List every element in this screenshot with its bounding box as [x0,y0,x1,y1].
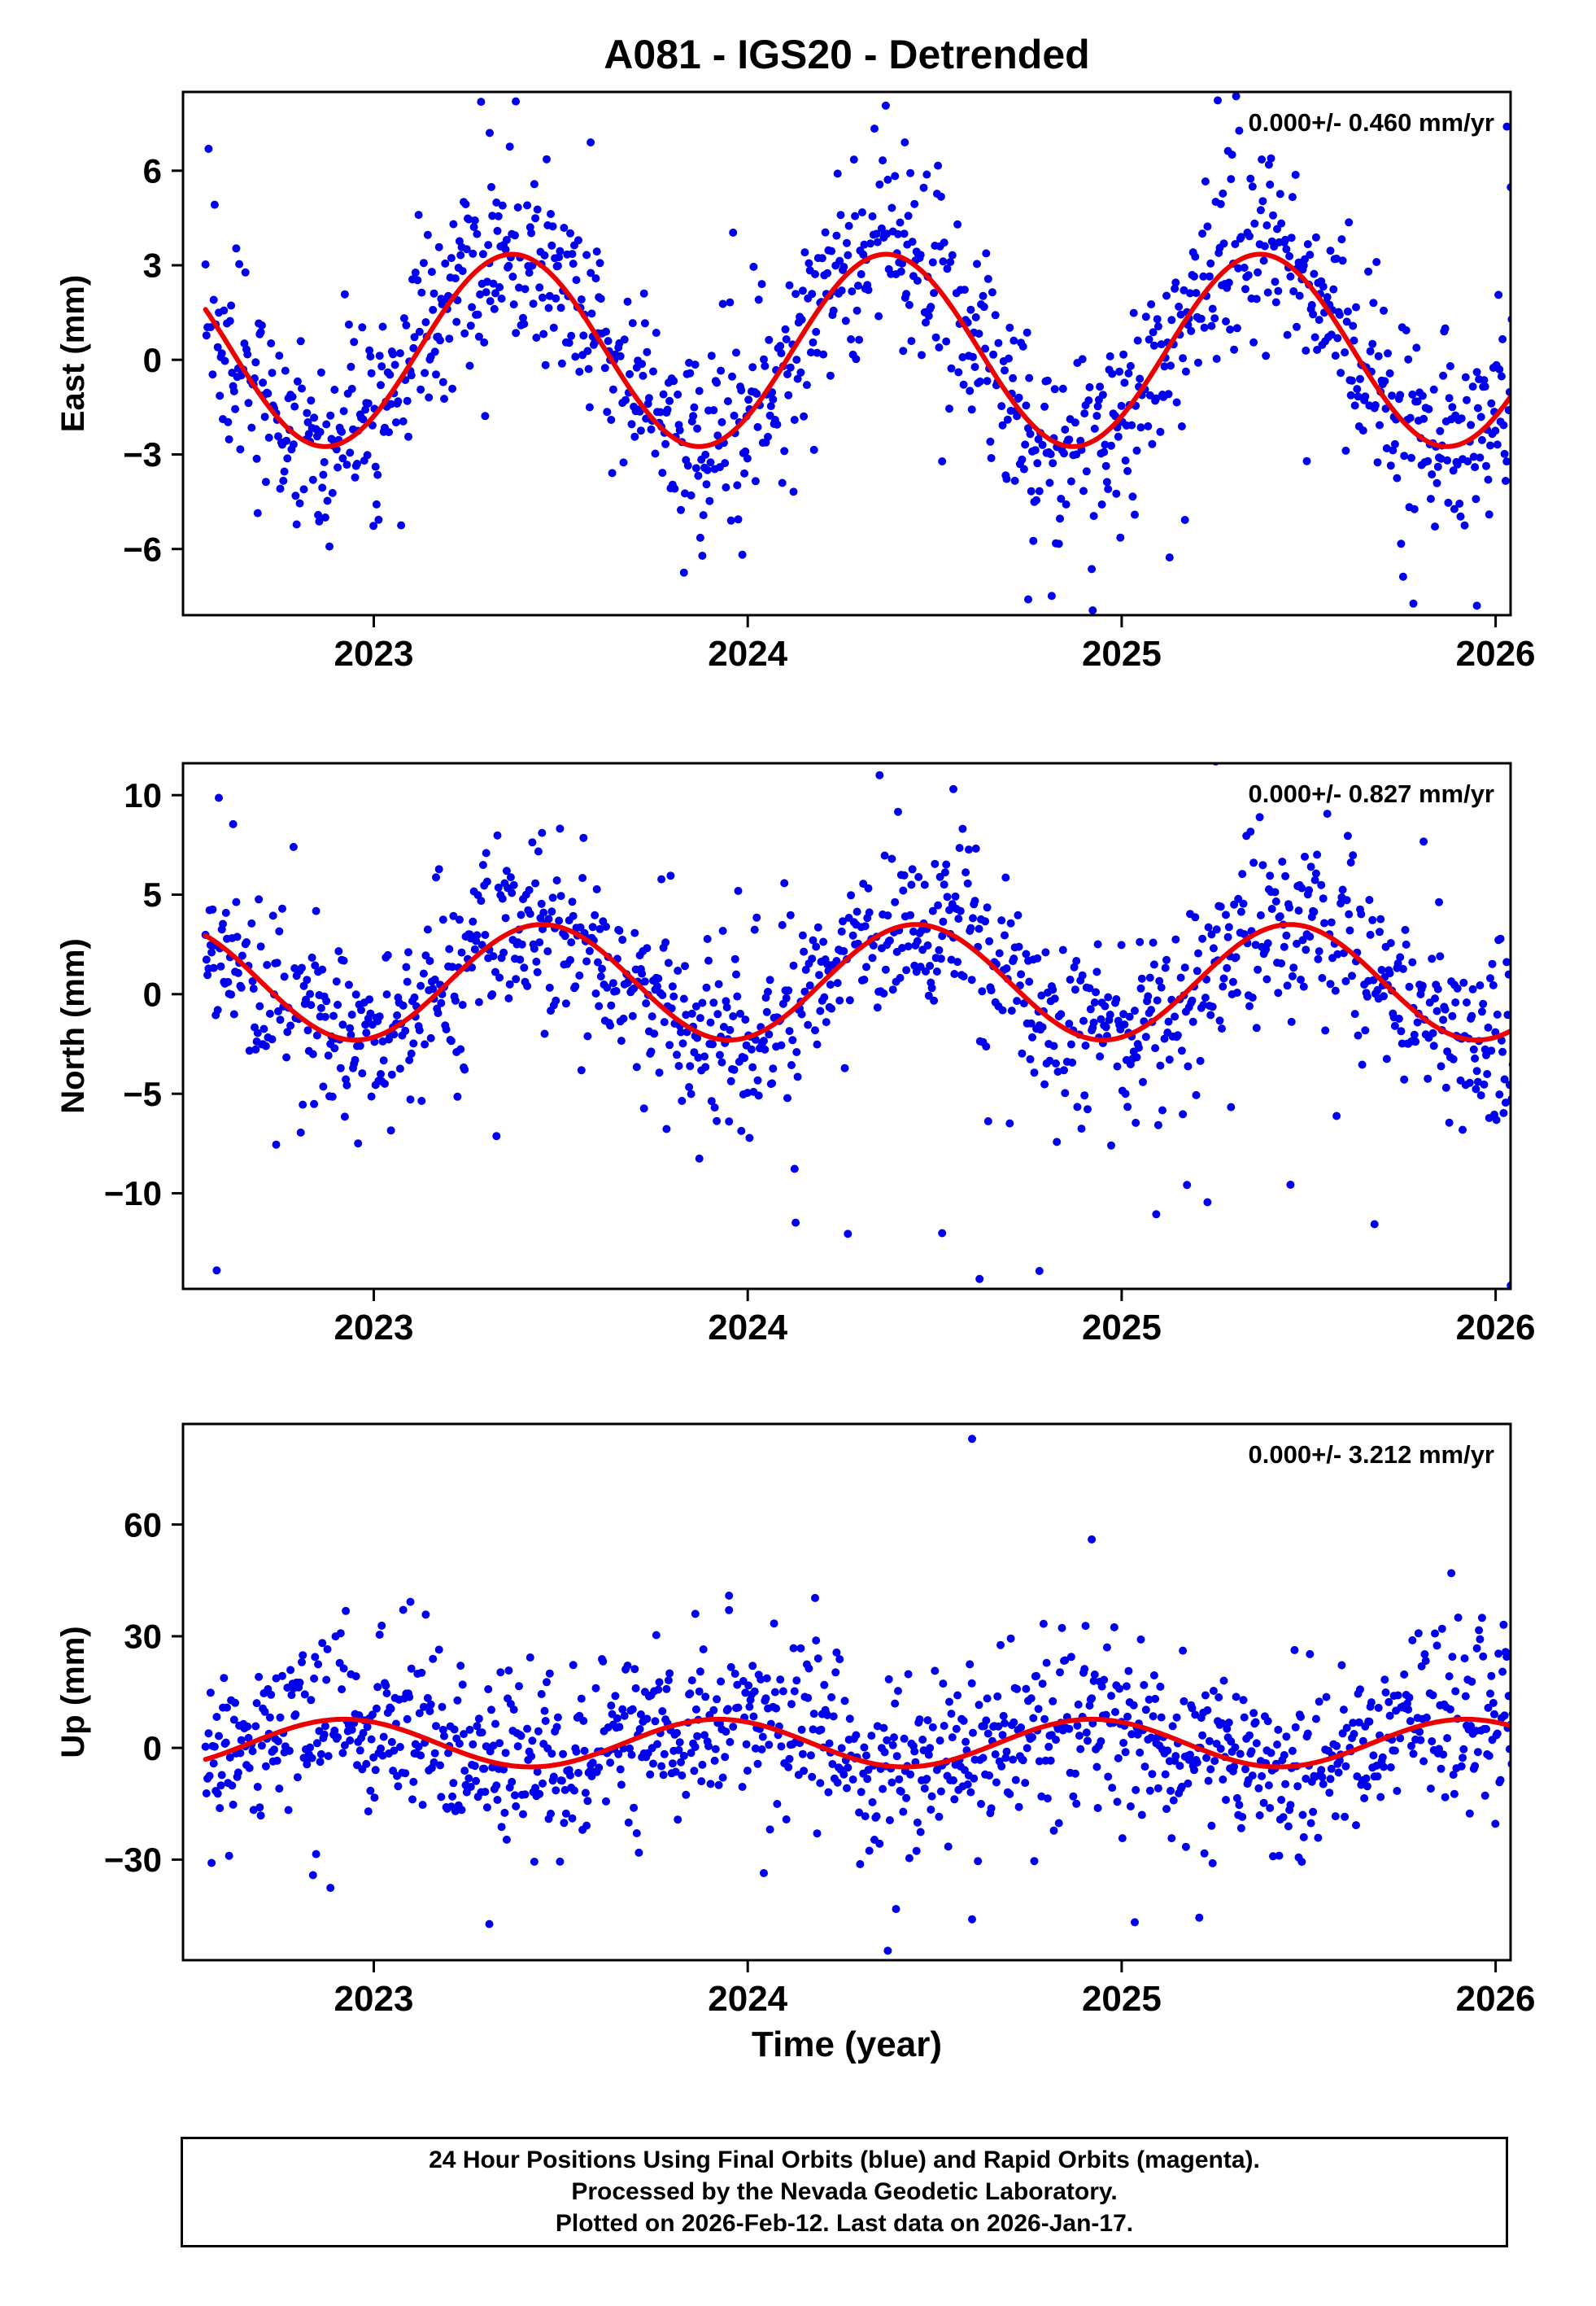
seasonal-model-curve-2 [203,1716,1511,1770]
x-tick-label: 2026 [1456,1308,1536,1347]
panel-frame-1 [181,762,1512,1291]
x-tick-label: 2025 [1082,634,1162,674]
y-tick-label: 10 [124,776,162,815]
panel-frame-2 [181,1422,1512,1962]
y-tick-label: 5 [143,876,162,914]
x-tick-label: 2026 [1456,1979,1536,2019]
x-tick-label: 2025 [1082,1308,1162,1347]
plot-title: A081 - IGS20 - Detrended [604,32,1090,77]
x-axis-label: Time (year) [752,2024,942,2064]
x-tick-label: 2023 [334,634,414,674]
caption-box: 24 Hour Positions Using Final Orbits (bl… [181,2137,1508,2247]
y-tick-label: −10 [104,1174,162,1212]
y-axis-label-1: North (mm) [55,938,91,1114]
caption-line-dates: Plotted on 2026-Feb-12. Last data on 202… [555,2210,1134,2237]
rate-annotation-2: 0.000+/- 3.212 mm/yr [1249,1440,1494,1469]
x-tick-label: 2024 [708,1979,787,2019]
y-tick-label: 0 [143,976,162,1014]
seasonal-model-curve-1 [203,922,1511,1043]
seasonal-model-curve-0 [203,251,1511,449]
x-tick-label: 2026 [1456,634,1536,674]
y-tick-label: 60 [124,1505,162,1544]
y-tick-label: −5 [123,1075,162,1113]
x-tick-label: 2024 [708,634,787,674]
x-tick-label: 2025 [1082,1979,1162,2019]
y-axis-label-2: Up (mm) [55,1626,91,1758]
x-tick-label: 2023 [334,1308,414,1347]
rate-annotation-1: 0.000+/- 0.827 mm/yr [1249,780,1494,808]
y-axis-label-0: East (mm) [55,275,91,432]
y-tick-label: −6 [123,530,162,568]
y-tick-label: 3 [143,247,162,285]
y-tick-label: 30 [124,1618,162,1656]
scatter-series-1 [201,763,1511,1289]
y-tick-label: −30 [104,1841,162,1879]
y-tick-label: −3 [123,435,162,474]
caption-line-orbits: 24 Hour Positions Using Final Orbits (bl… [429,2147,1260,2173]
caption-line-processed-by: Processed by the Nevada Geodetic Laborat… [571,2178,1118,2205]
scatter-series-0 [201,92,1511,615]
rate-annotation-0: 0.000+/- 0.460 mm/yr [1249,108,1494,137]
scatter-series-2 [201,1435,1511,1955]
y-tick-label: 0 [143,341,162,379]
panel-frame-0 [181,90,1512,617]
x-tick-label: 2024 [708,1308,787,1347]
y-tick-label: 6 [143,152,162,190]
x-tick-label: 2023 [334,1979,414,2019]
y-tick-label: 0 [143,1729,162,1767]
